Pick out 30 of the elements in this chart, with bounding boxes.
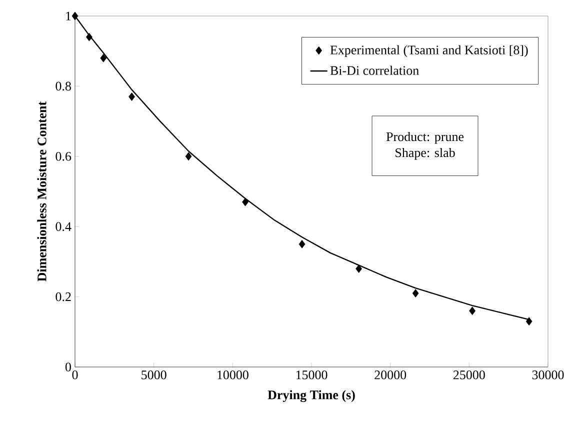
y-tick-label: 0.8 [56,82,71,91]
point [469,306,476,316]
point [298,240,306,248]
y-tick-label: 0.2 [56,292,71,302]
x-tick-label: 30000 [532,370,564,380]
x-tick-label: 0 [72,370,78,380]
point [185,152,192,161]
point [72,12,78,20]
point [86,32,92,42]
x-tick-label: 25000 [453,370,485,380]
x-tick-label: 20000 [374,370,406,380]
point [242,198,248,206]
annotation: Shape: slab [396,148,455,160]
point [356,264,362,273]
y-axis-title: Dimensionless Moisture Content [37,101,46,282]
y-tick-label: 0.6 [56,152,72,161]
point [526,317,532,326]
x-tick-label: 10000 [218,370,248,380]
y-tick-label: 1 [66,12,71,20]
point [128,92,135,101]
y-tick-label: 0.4 [56,222,72,232]
point [412,289,419,298]
x-tick-label: 15000 [296,370,328,380]
y-tick-label: 0 [65,362,71,372]
legend-label: Experimental (Tsami and Katsioti [8]) [330,45,528,58]
legend-label: Bi-Di correlation [330,66,419,75]
x-axis-title: Drying Time (s) [268,390,355,402]
point [100,54,107,62]
x-tick-label: 5000 [142,370,166,380]
annotation: Product: prune [386,132,464,144]
